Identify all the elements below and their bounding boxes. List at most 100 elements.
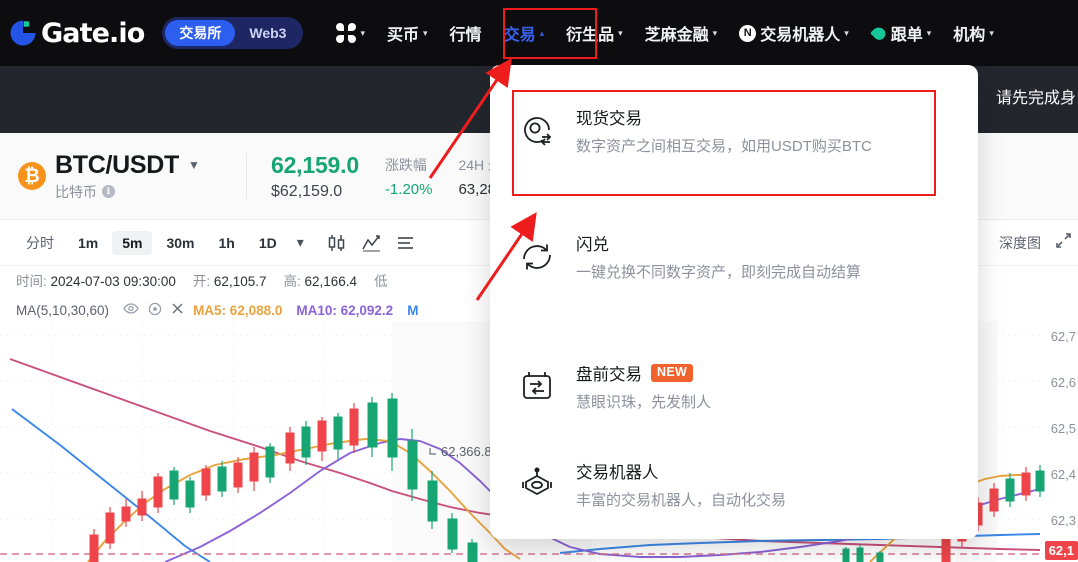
chevron-down-icon: ▾ <box>989 27 994 38</box>
dropdown-item-title: 闪兑 <box>576 236 609 254</box>
gate-logo-icon <box>8 18 38 48</box>
nav-item-trade[interactable]: 交易 ▴ <box>493 0 556 66</box>
ohlc-time-value: 2024-07-03 09:30:00 <box>50 273 176 289</box>
exchange-web3-switch[interactable]: 交易所 Web3 <box>162 17 304 49</box>
spot-trade-icon <box>516 109 558 151</box>
last-price-usd: $62,159.0 <box>271 182 343 200</box>
dropdown-item-desc: 一键兑换不同数字资产，即刻完成自动结算 <box>576 264 862 281</box>
nav-links: ▾ 买币 ▾ 行情 交易 ▴ 衍生品 ▾ 芝麻金融 ▾ N <box>325 0 1004 66</box>
nav-label: 交易机器人 <box>760 27 841 44</box>
n-badge-icon: N <box>739 24 757 42</box>
seg-web3[interactable]: Web3 <box>249 25 287 41</box>
close-icon[interactable] <box>171 302 184 318</box>
ohlc-low-label: 低 <box>374 273 388 289</box>
stat-value: -1.20% <box>384 180 433 198</box>
ohlc-time-label: 时间: <box>16 273 47 289</box>
high-marker-value: 62,366.8 <box>441 444 492 459</box>
last-price: 62,159.0 <box>271 151 359 178</box>
nav-item-finance[interactable]: 芝麻金融 ▾ <box>634 0 729 66</box>
bitcoin-icon: ₿ <box>18 162 46 190</box>
dropdown-item-title: 盘前交易 <box>576 366 642 384</box>
chevron-up-icon: ▴ <box>539 27 545 38</box>
settings-list-icon[interactable] <box>395 233 416 253</box>
dropdown-item-title: 现货交易 <box>576 110 642 128</box>
eye-icon[interactable] <box>123 302 139 318</box>
nav-label: 买币 <box>387 27 420 44</box>
timeframe-fenshi[interactable]: 分时 <box>26 234 54 251</box>
stat-value: 63,28 <box>458 180 497 198</box>
ohlc-open-label: 开: <box>192 273 211 289</box>
depth-chart-tab[interactable]: 深度图 <box>999 234 1041 251</box>
nav-label: 交易 <box>503 27 536 44</box>
chevron-down-icon: ▾ <box>618 27 623 38</box>
dropdown-item-desc: 慧眼识珠，先发制人 <box>576 394 712 411</box>
nav-item-buy-crypto[interactable]: 买币 ▾ <box>376 0 439 66</box>
nav-item-institution[interactable]: 机构 ▾ <box>942 0 1005 66</box>
trade-dropdown-menu: 现货交易 数字资产之间相互交易，如用USDT购买BTC 闪兑 一键兑换不同数字资… <box>490 65 978 539</box>
indicator-icon[interactable] <box>361 233 382 253</box>
dropdown-item-trading-bot[interactable]: 交易机器人 丰富的交易机器人，自动化交易 <box>510 451 958 521</box>
ma-title: MA(5,10,30,60) <box>16 302 110 318</box>
ohlc-high-label: 高: <box>283 273 301 289</box>
pair-selector[interactable]: ₿ BTC/USDT ▼ 比特币 i <box>0 151 246 202</box>
ohlc-high-value: 62,166.4 <box>304 273 358 289</box>
chevron-down-icon[interactable]: ▼ <box>187 158 200 172</box>
ohlc-readout: 时间: 2024-07-03 09:30:00 开: 62,105.7 高: 6… <box>0 268 1078 291</box>
dropdown-item-pre-market[interactable]: 盘前交易 NEW 慧眼识珠，先发制人 <box>510 353 958 423</box>
kyc-notice-text: 请先完成身 <box>995 90 1076 107</box>
nav-label: 行情 <box>449 27 482 44</box>
nav-label: 芝麻金融 <box>644 27 709 44</box>
ohlc-open-value: 62,105.7 <box>213 273 267 289</box>
nav-label: 机构 <box>953 27 986 44</box>
info-icon[interactable]: i <box>102 185 115 198</box>
nav-item-derivatives[interactable]: 衍生品 ▾ <box>555 0 634 66</box>
chevron-down-icon: ▾ <box>360 27 365 38</box>
top-navbar: Gate.io 交易所 Web3 ▾ 买币 ▾ 行情 交易 ▴ 衍 <box>0 0 1078 66</box>
nav-item-apps[interactable]: ▾ <box>325 0 376 66</box>
dropdown-item-title: 交易机器人 <box>576 464 659 482</box>
fullscreen-icon[interactable] <box>1055 232 1072 254</box>
coin-name-cn: 比特币 <box>55 183 97 200</box>
chevron-down-icon: ▾ <box>712 27 718 38</box>
candlestick-icon[interactable] <box>327 233 348 253</box>
pre-market-icon <box>516 365 558 407</box>
last-price-tag: 62,1 <box>1044 541 1078 560</box>
dropdown-item-desc: 丰富的交易机器人，自动化交易 <box>576 492 787 509</box>
new-badge: NEW <box>651 364 694 382</box>
stat-label: 涨跌幅 <box>384 156 427 173</box>
chevron-down-icon: ▾ <box>926 27 932 38</box>
target-icon[interactable] <box>148 302 162 319</box>
timeframe-1h[interactable]: 1h <box>218 234 235 251</box>
last-price-block: 62,159.0 $62,159.0 <box>247 152 359 201</box>
ma-readout: MA(5,10,30,60) MA5: 62,088.0 MA10: 62,09… <box>0 299 1078 321</box>
nav-label: 衍生品 <box>566 27 615 44</box>
chart-high-marker: 62,366.8 <box>428 444 492 459</box>
timeframe-1d[interactable]: 1D <box>258 234 277 251</box>
brand-logo[interactable]: Gate.io <box>8 17 145 49</box>
seg-exchange[interactable]: 交易所 <box>165 20 236 46</box>
brand-name: Gate.io <box>41 17 145 49</box>
dropdown-item-desc: 数字资产之间相互交易，如用USDT购买BTC <box>576 138 872 155</box>
chevron-down-icon: ▾ <box>423 27 428 38</box>
flame-icon <box>871 25 887 42</box>
dropdown-item-flash-swap[interactable]: 闪兑 一键兑换不同数字资产，即刻完成自动结算 <box>510 223 958 293</box>
ma10-value: MA10: 62,092.2 <box>296 302 394 318</box>
stat-change: 涨跌幅 -1.20% <box>385 155 433 198</box>
nav-item-markets[interactable]: 行情 <box>439 0 493 66</box>
chevron-down-icon[interactable]: ▾ <box>296 234 304 250</box>
nav-item-copy-trading[interactable]: 跟单 ▾ <box>860 0 943 66</box>
chevron-down-icon: ▾ <box>844 27 849 38</box>
timeframe-5m[interactable]: 5m <box>112 230 153 255</box>
dropdown-item-spot-trade[interactable]: 现货交易 数字资产之间相互交易，如用USDT购买BTC <box>510 97 958 167</box>
header-divider <box>246 153 247 199</box>
timeframe-1m[interactable]: 1m <box>78 234 99 251</box>
ma5-value: MA5: 62,088.0 <box>193 302 283 318</box>
grid-apps-icon <box>336 23 357 43</box>
timeframe-30m[interactable]: 30m <box>166 234 195 251</box>
flash-swap-icon <box>516 235 558 277</box>
ma30-value: M <box>407 302 419 318</box>
trading-bot-icon <box>516 463 558 505</box>
nav-item-trading-bot[interactable]: N 交易机器人 ▾ <box>728 0 860 66</box>
nav-label: 跟单 <box>890 27 923 44</box>
